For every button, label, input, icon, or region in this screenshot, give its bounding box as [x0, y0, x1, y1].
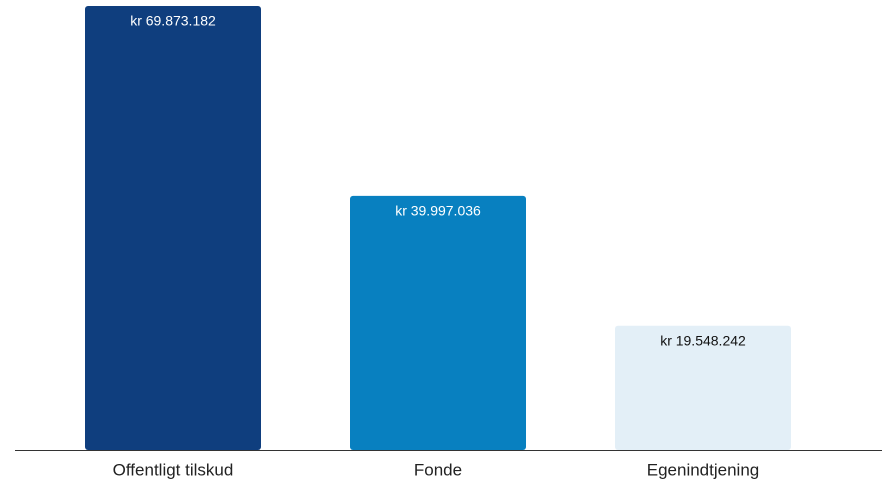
bar [615, 325, 791, 450]
x-tick-label: Fonde [414, 460, 462, 479]
x-tick-label: Egenindtjening [647, 460, 759, 479]
value-label: kr 39.997.036 [395, 203, 481, 219]
value-label: kr 19.548.242 [660, 332, 746, 348]
bar [350, 195, 526, 450]
value-label: kr 69.873.182 [130, 13, 216, 29]
x-tick-label: Offentligt tilskud [113, 460, 234, 479]
bar [85, 6, 261, 451]
